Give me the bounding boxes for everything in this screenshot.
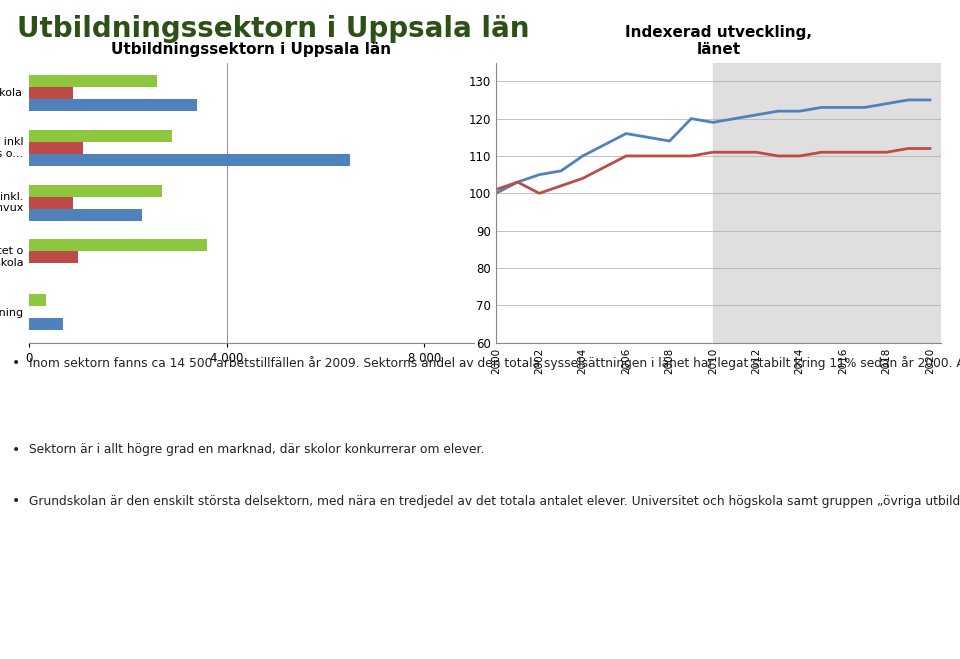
Sysselsatt
dagbef — [708, 119, 719, 127]
Line: Syss inom
utb (SNI
46-2007): Syss inom utb (SNI 46-2007) — [496, 148, 930, 193]
Bar — [713, 63, 941, 343]
Bar — [29, 100, 197, 111]
Syss inom
utb (SNI
46-2007) — [512, 178, 523, 186]
Bar — [29, 142, 84, 154]
Syss inom
utb (SNI
46-2007) — [772, 152, 783, 160]
Syss inom
utb (SNI
46-2007) — [859, 148, 871, 156]
Sysselsatt
dagbef — [642, 133, 654, 141]
Bar — [29, 318, 63, 330]
Sysselsatt
dagbef — [620, 130, 632, 138]
Sysselsatt
dagbef — [880, 100, 892, 107]
Syss inom
utb (SNI
46-2007) — [837, 148, 849, 156]
Syss inom
utb (SNI
46-2007) — [491, 186, 502, 194]
Legend: Lärare (SSYK), Lärare (åak), Sysselsatta
(RAMS): Lärare (SSYK), Lärare (åak), Sysselsatta… — [502, 163, 606, 242]
Sysselsatt
dagbef — [902, 96, 914, 104]
Sysselsatt
dagbef — [512, 178, 523, 186]
Sysselsatt
dagbef — [555, 167, 566, 175]
Sysselsatt
dagbef — [751, 111, 762, 119]
Bar — [29, 209, 142, 221]
Bar — [29, 88, 73, 100]
Sysselsatt
dagbef — [859, 103, 871, 111]
Sysselsatt
dagbef — [491, 189, 502, 197]
Line: Sysselsatt
dagbef: Sysselsatt dagbef — [496, 100, 930, 193]
Text: Grundskolan är den enskilt största delsektorn, med nära en tredjedel av det tota: Grundskolan är den enskilt största delse… — [29, 494, 960, 508]
Bar — [29, 75, 157, 88]
Syss inom
utb (SNI
46-2007) — [794, 152, 805, 160]
Text: •: • — [12, 443, 20, 457]
Sysselsatt
dagbef — [816, 103, 828, 111]
Syss inom
utb (SNI
46-2007) — [534, 189, 545, 197]
Syss inom
utb (SNI
46-2007) — [642, 152, 654, 160]
Syss inom
utb (SNI
46-2007) — [880, 148, 892, 156]
Sysselsatt
dagbef — [837, 103, 849, 111]
Text: Sektorn är i allt högre grad en marknad, där skolor konkurrerar om elever.: Sektorn är i allt högre grad en marknad,… — [29, 443, 484, 456]
Bar — [29, 294, 46, 306]
Bar — [29, 251, 78, 264]
Bar — [29, 196, 73, 209]
Text: Inom sektorn fanns ca 14 500 arbetstillfällen år 2009. Sektorns andel av den tot: Inom sektorn fanns ca 14 500 arbetstillf… — [29, 357, 960, 370]
Syss inom
utb (SNI
46-2007) — [663, 152, 675, 160]
Syss inom
utb (SNI
46-2007) — [751, 148, 762, 156]
Bar — [29, 130, 172, 142]
Syss inom
utb (SNI
46-2007) — [577, 175, 588, 183]
Sysselsatt
dagbef — [772, 107, 783, 115]
Syss inom
utb (SNI
46-2007) — [555, 182, 566, 190]
Syss inom
utb (SNI
46-2007) — [924, 144, 936, 152]
Sysselsatt
dagbef — [924, 96, 936, 104]
Syss inom
utb (SNI
46-2007) — [708, 148, 719, 156]
Bar — [29, 154, 350, 166]
Syss inom
utb (SNI
46-2007) — [599, 163, 611, 171]
Syss inom
utb (SNI
46-2007) — [729, 148, 740, 156]
Sysselsatt
dagbef — [729, 115, 740, 123]
Text: •: • — [12, 494, 20, 508]
Bar — [29, 239, 206, 251]
Sysselsatt
dagbef — [534, 171, 545, 179]
Syss inom
utb (SNI
46-2007) — [902, 144, 914, 152]
Syss inom
utb (SNI
46-2007) — [816, 148, 828, 156]
Sysselsatt
dagbef — [794, 107, 805, 115]
Sysselsatt
dagbef — [577, 152, 588, 160]
Sysselsatt
dagbef — [663, 137, 675, 145]
Text: •: • — [12, 357, 20, 370]
Bar — [29, 185, 162, 196]
Sysselsatt
dagbef — [599, 141, 611, 149]
Title: Indexerad utveckling,
länet: Indexerad utveckling, länet — [625, 25, 812, 57]
Syss inom
utb (SNI
46-2007) — [685, 152, 697, 160]
Title: Utbildningssektorn i Uppsala län: Utbildningssektorn i Uppsala län — [111, 42, 392, 57]
Text: Utbildningssektorn i Uppsala län: Utbildningssektorn i Uppsala län — [17, 15, 530, 43]
Syss inom
utb (SNI
46-2007) — [620, 152, 632, 160]
Sysselsatt
dagbef — [685, 115, 697, 123]
